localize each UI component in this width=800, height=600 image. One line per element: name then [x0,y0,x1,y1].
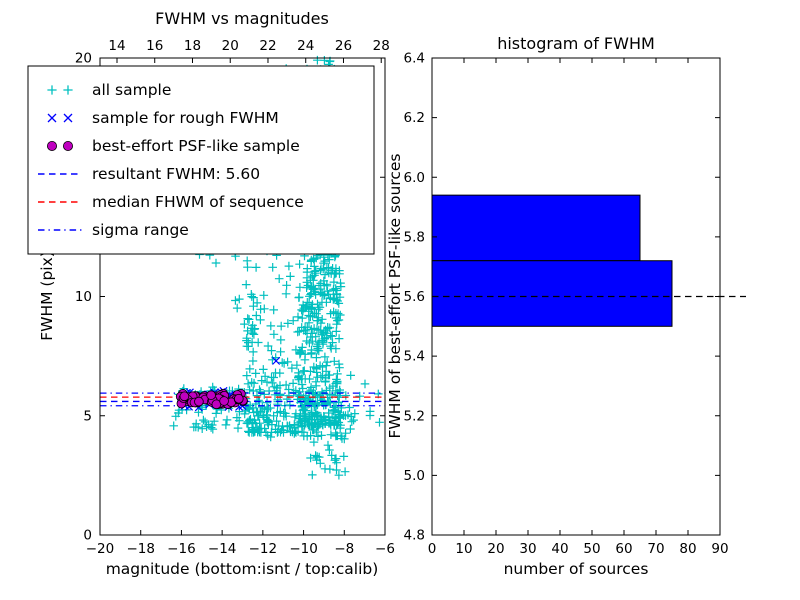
legend-entry: median FHWM of sequence [38,193,304,211]
y-tick-label: 5.0 [404,468,425,484]
histogram-title: histogram of FWHM [497,34,655,53]
top-tick-label: 26 [335,38,352,54]
histogram-ylabel: FWHM of best-effort PSF-like sources [386,153,404,438]
legend-x-marker-icon [63,113,73,123]
scatter-title: FWHM vs magnitudes [155,9,329,28]
legend-label: sample for rough FWHM [92,109,279,127]
legend-x-marker-icon [47,113,57,123]
x-tick-label: 50 [583,541,600,557]
legend-entry: sigma range [38,221,189,239]
x-tick-label: 30 [519,541,536,557]
legend-label: all sample [92,81,171,99]
scatter-plot-fwhm-vs-magnitudes: FWHM vs magnitudes magnitude (bottom:isn… [27,9,395,578]
x-tick-label: 10 [455,541,472,557]
legend-label: median FHWM of sequence [92,193,304,211]
x-tick-label: 20 [487,541,504,557]
histogram-xlabel: number of sources [504,560,649,578]
top-tick-label: 28 [373,38,390,54]
histogram-axes-frame [431,57,721,536]
x-tick-label: −18 [126,541,155,557]
top-tick-label: 16 [146,38,163,54]
y-tick-label: 10 [75,289,92,305]
legend-label: resultant FWHM: 5.60 [92,165,260,183]
y-tick-label: 5 [83,408,92,424]
legend-entry: sample for rough FWHM [47,109,279,127]
x-tick-label: 60 [615,541,632,557]
x-tick-label: 40 [551,541,568,557]
series-psf-like-sample [175,388,248,410]
histogram-bars [431,194,746,327]
x-tick-label: −8 [334,541,354,557]
scatter-ylabel: FWHM (pix) [38,251,56,341]
top-tick-label: 18 [184,38,201,54]
legend-box [27,65,375,255]
y-tick-label: 0 [83,528,92,544]
top-tick-label: 20 [222,38,239,54]
legend-entry: resultant FWHM: 5.60 [38,165,260,183]
scatter-xlabel: magnitude (bottom:isnt / top:calib) [106,560,379,578]
histogram-of-fwhm: histogram of FWHM number of sources FWHM… [386,34,746,578]
y-tick-label: 5.8 [404,229,425,245]
x-tick-label: 0 [428,541,437,557]
legend: all sample sample for rough FWHM best-effo… [27,65,375,255]
scatter-data [100,55,385,480]
legend-entry: best-effort PSF-like sample [47,137,300,155]
y-tick-label: 20 [75,51,92,67]
x-tick-label: 70 [647,541,664,557]
scatter-tick-labels: −20−18−16−14−12−10−8−6051015201416182022… [75,38,395,557]
legend-circle-marker-icon [63,140,74,151]
y-tick-label: 6.0 [404,170,425,186]
y-tick-label: 6.2 [404,110,425,126]
top-tick-label: 14 [108,38,125,54]
y-tick-label: 4.8 [404,528,425,544]
x-tick-label: −12 [249,541,278,557]
x-tick-label: −16 [167,541,196,557]
legend-plus-marker-icon [47,85,57,95]
legend-label: sigma range [92,221,189,239]
y-tick-label: 5.4 [404,349,425,365]
y-tick-label: 5.6 [404,289,425,305]
x-tick-label: 90 [711,541,728,557]
x-tick-label: 80 [679,541,696,557]
legend-label: best-effort PSF-like sample [92,137,300,155]
legend-circle-marker-icon [47,140,58,151]
top-tick-label: 24 [297,38,314,54]
y-tick-label: 6.4 [404,51,425,67]
x-tick-label: −10 [289,541,318,557]
histogram-bar [431,260,673,327]
legend-plus-marker-icon [63,85,73,95]
histogram-tick-labels: 0 10 20 30 40 50 60 70 80 90 4.8 5.0 5.2 5.4 5.6 5.8 6.0… [404,51,729,558]
histogram-bar [431,194,641,262]
x-tick-label: −20 [86,541,115,557]
y-tick-label: 5.2 [404,408,425,424]
top-tick-label: 22 [259,38,276,54]
x-tick-label: −14 [208,541,237,557]
x-tick-label: −6 [375,541,395,557]
legend-entry: all sample [47,81,171,99]
